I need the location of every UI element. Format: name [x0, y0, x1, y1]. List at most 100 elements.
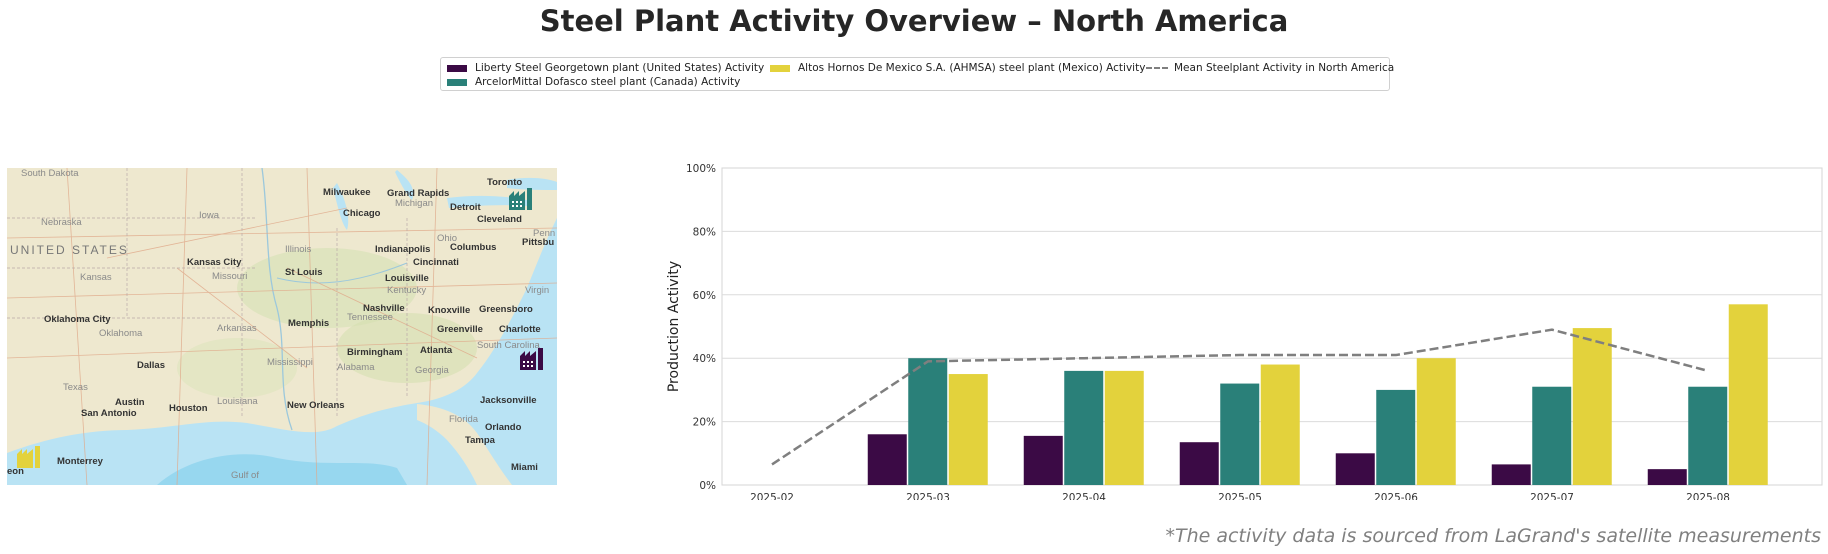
- bar: [1023, 435, 1063, 485]
- bar: [1260, 364, 1300, 485]
- map-label: Monterrey: [57, 456, 104, 467]
- map-label: St Louis: [285, 267, 322, 278]
- mean-line: [771, 328, 1709, 466]
- y-axis-label: Production Activity: [666, 261, 682, 392]
- bar: [1416, 358, 1456, 485]
- map-label: Louisville: [385, 273, 429, 284]
- chart-title: Steel Plant Activity Overview – North Am…: [539, 4, 1289, 38]
- map-label: Nashville: [363, 303, 405, 314]
- map-label: Miami: [511, 462, 538, 473]
- map-label: Detroit: [450, 202, 481, 213]
- map-label: Greensboro: [479, 304, 533, 315]
- map-label: Toronto: [487, 177, 522, 188]
- map-country-label: UNITED STATES: [10, 243, 129, 257]
- x-tick-label: 2025-02: [750, 492, 794, 500]
- map-label: Greenville: [437, 324, 483, 335]
- map-label: Dallas: [137, 360, 165, 371]
- map-deep-water: [157, 454, 407, 485]
- map-label: Oklahoma City: [44, 314, 111, 325]
- legend-item-liberty: Liberty Steel Georgetown plant (United S…: [447, 62, 764, 74]
- map-label: New Orleans: [287, 400, 345, 411]
- bar: [1728, 304, 1768, 485]
- legend-item-mean: Mean Steelplant Activity in North Americ…: [1146, 62, 1394, 74]
- map-label: Mississippi: [267, 357, 313, 368]
- map-label: Chicago: [343, 208, 381, 219]
- bar: [1335, 453, 1375, 485]
- map-label: Michigan: [395, 198, 433, 209]
- map-river: [261, 168, 293, 431]
- factory-icon: [520, 348, 543, 370]
- map-label: Kentucky: [387, 285, 426, 296]
- legend-label-mean: Mean Steelplant Activity in North Americ…: [1174, 62, 1395, 74]
- plant-location-map: South Dakota Nebraska Iowa UNITED STATES…: [7, 168, 557, 485]
- map-label: Iowa: [199, 210, 220, 221]
- map-label: Nebraska: [41, 217, 82, 228]
- bar: [908, 358, 948, 485]
- map-label: South Carolina: [477, 340, 541, 351]
- x-tick-label: 2025-03: [906, 492, 950, 500]
- x-tick-label: 2025-07: [1530, 492, 1574, 500]
- map-label: Oklahoma: [99, 328, 143, 339]
- bar: [1647, 469, 1687, 485]
- map-water-label: Gulf of: [231, 470, 259, 481]
- legend-swatch-arcelormittal: [447, 78, 467, 86]
- map-label: Virgin: [525, 285, 549, 296]
- map-label: eon: [7, 466, 24, 477]
- map-label: Charlotte: [499, 324, 541, 335]
- map-label: Missouri: [212, 271, 247, 282]
- map-label: Jacksonville: [480, 395, 537, 406]
- chart-svg: 0% 20% 40% 60% 80% 100% Production Activity 202…: [666, 163, 1823, 504]
- bar: [1104, 370, 1144, 485]
- bar: [1179, 442, 1219, 485]
- legend-label-liberty: Liberty Steel Georgetown plant (United S…: [475, 62, 765, 74]
- x-tick-label: 2025-04: [1062, 492, 1106, 500]
- factory-icon: [509, 188, 532, 210]
- factory-icon: [17, 446, 40, 468]
- legend-item-ahmsa: Altos Hornos De Mexico S.A. (AHMSA) stee…: [770, 62, 1145, 74]
- map-lake-ontario: [507, 177, 557, 190]
- map-label: Florida: [449, 414, 479, 425]
- map-borders: [7, 168, 408, 418]
- legend: Liberty Steel Georgetown plant (United S…: [440, 57, 1394, 91]
- map-label: Austin: [115, 397, 145, 408]
- map-lake-huron: [395, 170, 414, 200]
- legend-swatch-ahmsa: [770, 64, 790, 72]
- bar: [1532, 386, 1572, 485]
- bar: [1688, 386, 1728, 485]
- map-label: Tampa: [465, 435, 496, 446]
- map-florida: [417, 404, 512, 485]
- map-label: Columbus: [450, 242, 496, 253]
- map-roads: [7, 168, 557, 485]
- map-label: Cincinnati: [413, 257, 459, 268]
- map-label: Texas: [63, 382, 88, 393]
- map-label: Indianapolis: [375, 244, 430, 255]
- y-tick-label: 0%: [699, 480, 716, 492]
- bar: [1376, 389, 1416, 485]
- map-label: Illinois: [285, 244, 312, 255]
- map-label: Alabama: [337, 362, 375, 373]
- map-label: Pittsbu: [522, 237, 554, 248]
- map-label: Knoxville: [428, 305, 470, 316]
- y-tick-label: 100%: [686, 163, 716, 175]
- legend-label-ahmsa: Altos Hornos De Mexico S.A. (AHMSA) stee…: [798, 62, 1146, 74]
- map-lake-erie: [447, 195, 527, 208]
- bar: [867, 434, 907, 485]
- map-label: Grand Rapids: [387, 188, 449, 199]
- map-label: Memphis: [288, 318, 329, 329]
- map-svg: South Dakota Nebraska Iowa UNITED STATES…: [7, 168, 557, 485]
- map-label: Georgia: [415, 365, 450, 376]
- map-river: [276, 262, 408, 284]
- map-label: Louisiana: [217, 396, 258, 407]
- map-label: Birmingham: [347, 347, 402, 358]
- map-label: Atlanta: [420, 345, 453, 356]
- bar: [948, 374, 988, 485]
- bar: [1064, 370, 1104, 485]
- bar: [1220, 383, 1260, 485]
- y-tick-label: 80%: [693, 226, 716, 238]
- y-tick-label: 20%: [693, 417, 716, 429]
- x-tick-label: 2025-06: [1374, 492, 1418, 500]
- legend-item-arcelormittal: ArcelorMittal Dofasco steel plant (Canad…: [447, 76, 740, 88]
- map-lake-michigan: [333, 183, 349, 230]
- y-tick-label: 40%: [693, 353, 716, 365]
- map-label: Penn: [533, 228, 555, 239]
